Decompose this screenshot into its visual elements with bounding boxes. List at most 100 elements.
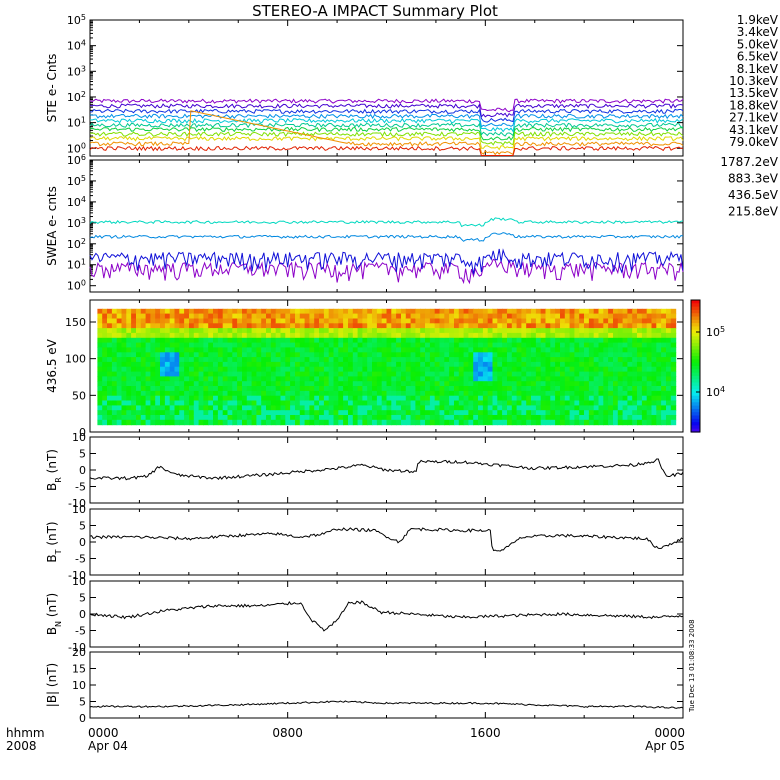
heatmap-cell: [217, 313, 224, 319]
heatmap-cell: [280, 332, 286, 339]
heatmap-cell: [242, 366, 248, 373]
series-line-1787.2eV: [89, 258, 684, 285]
heatmap-cell: [454, 332, 460, 339]
heatmap-cell: [352, 332, 359, 339]
colorbar-segment: [691, 306, 700, 311]
heatmap-cell: [425, 318, 431, 324]
heatmap-cell: [458, 332, 465, 339]
heatmap-cell: [323, 342, 330, 348]
heatmap-cell: [126, 323, 132, 329]
heatmap-cell: [420, 357, 426, 363]
heatmap-cell: [535, 357, 542, 363]
colorbar-segment: [691, 422, 700, 426]
heatmap-cell: [468, 376, 474, 382]
y-tick-label: 0: [79, 608, 86, 621]
heatmap-cell: [309, 308, 315, 315]
heatmap-cell: [352, 415, 359, 421]
heatmap-cell: [391, 371, 397, 377]
heatmap-cell: [299, 347, 306, 353]
heatmap-cell: [193, 328, 200, 334]
heatmap-cell: [261, 410, 267, 416]
heatmap-cell: [656, 410, 662, 416]
heatmap-cell: [434, 390, 441, 397]
heatmap-cell: [564, 381, 571, 387]
heatmap-cell: [251, 328, 257, 334]
heatmap-cell: [420, 366, 426, 373]
heatmap-cell: [222, 361, 229, 368]
heatmap-cell: [386, 323, 392, 329]
heatmap-cell: [136, 318, 142, 324]
heatmap-cell: [651, 347, 657, 353]
heatmap-cell: [579, 318, 585, 324]
legend-entry-436.5eV: 436.5eV: [728, 188, 779, 202]
heatmap-cell: [198, 371, 204, 377]
heatmap-cell: [670, 366, 677, 373]
heatmap-cell: [386, 381, 392, 387]
heatmap-cell: [487, 337, 494, 344]
heatmap-cell: [535, 323, 542, 329]
heatmap-cell: [637, 410, 643, 416]
heatmap-cell: [299, 386, 306, 392]
heatmap-cell: [213, 352, 219, 358]
heatmap-cell: [381, 371, 388, 377]
heatmap-cell: [415, 400, 421, 406]
heatmap-cell: [560, 332, 566, 339]
heatmap-cell: [463, 352, 469, 358]
heatmap-cell: [131, 371, 137, 377]
heatmap-cell: [367, 390, 373, 397]
heatmap-cell: [550, 308, 556, 315]
heatmap-cell: [410, 386, 416, 392]
heatmap-cell: [555, 366, 561, 373]
heatmap-cell: [386, 308, 392, 315]
heatmap-cell: [338, 386, 344, 392]
heatmap-cell: [372, 357, 378, 363]
heatmap-cell: [526, 400, 532, 406]
heatmap-cell: [646, 405, 653, 411]
heatmap-cell: [169, 328, 176, 334]
heatmap-cell: [251, 352, 257, 358]
heatmap-cell: [415, 318, 421, 324]
heatmap-cell: [425, 405, 431, 411]
heatmap-cell: [362, 328, 368, 334]
heatmap-cell: [482, 308, 489, 315]
heatmap-cell: [126, 400, 132, 406]
heatmap-cell: [473, 419, 479, 426]
heatmap-cell: [145, 313, 151, 319]
heatmap-cell: [613, 419, 619, 426]
heatmap-cell: [97, 371, 103, 377]
y-tick-label: 101: [67, 257, 86, 272]
heatmap-cell: [386, 337, 392, 344]
heatmap-cell: [290, 415, 296, 421]
heatmap-cell: [666, 395, 672, 402]
heatmap-cell: [155, 386, 161, 392]
heatmap-cell: [323, 419, 330, 426]
heatmap-cell: [319, 318, 325, 324]
heatmap-cell: [97, 395, 103, 402]
heatmap-cell: [150, 395, 156, 402]
heatmap-cell: [208, 328, 214, 334]
heatmap-cell: [222, 328, 229, 334]
heatmap-cell: [564, 415, 571, 421]
heatmap-cell: [588, 419, 595, 426]
heatmap-cell: [343, 381, 349, 387]
heatmap-cell: [179, 366, 185, 373]
y-tick-label: 106: [67, 153, 86, 168]
heatmap-cell: [511, 371, 518, 377]
heatmap-cell: [246, 342, 253, 348]
heatmap-cell: [458, 366, 465, 373]
heatmap-cell: [487, 390, 494, 397]
heatmap-cell: [381, 390, 388, 397]
heatmap-cell: [444, 366, 450, 373]
heatmap-cell: [651, 313, 657, 319]
heatmap-cell: [208, 395, 214, 402]
heatmap-cell: [637, 415, 643, 421]
heatmap-cell: [184, 323, 190, 329]
heatmap-cell: [439, 357, 445, 363]
heatmap-cell: [348, 313, 354, 319]
heatmap-cell: [622, 318, 628, 324]
heatmap-cell: [463, 337, 469, 344]
heatmap-cell: [560, 410, 566, 416]
heatmap-cell: [584, 332, 590, 339]
heatmap-cell: [444, 405, 450, 411]
heatmap-cell: [507, 357, 513, 363]
